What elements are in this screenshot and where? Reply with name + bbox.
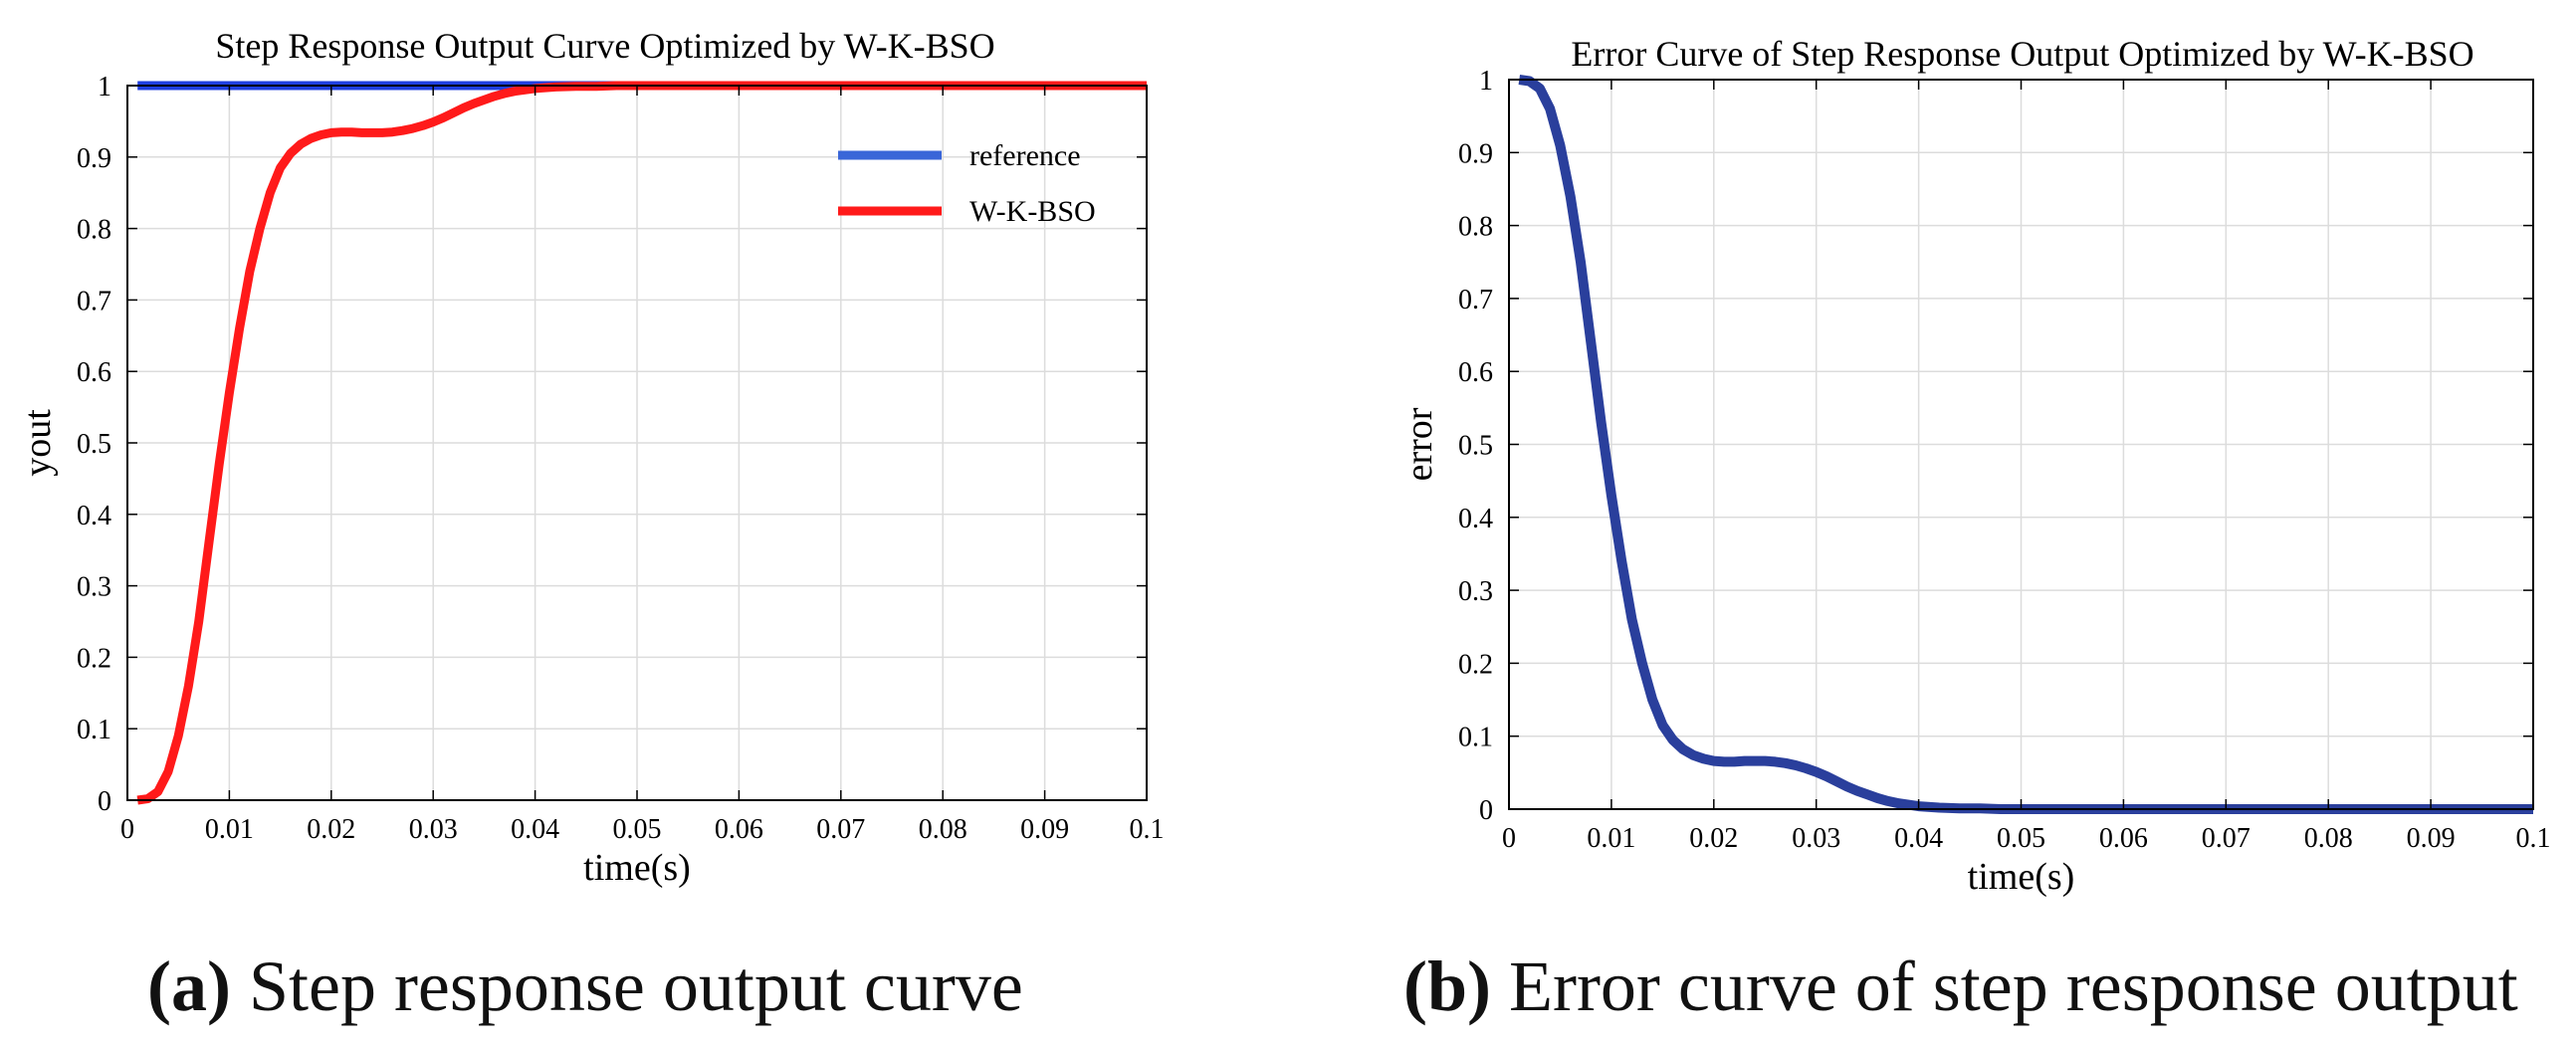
- chart-b-x-tick-label: 0.07: [2202, 823, 2251, 854]
- chart-a-y-tick-label: 0.5: [77, 429, 111, 460]
- chart-a-x-tick-label: 0.01: [205, 814, 254, 845]
- chart-b-y-tick-label: 0.2: [1458, 649, 1493, 680]
- caption-a: (a) Step response output curve: [147, 945, 1023, 1028]
- chart-a: 0 0.01 0.02 0.03 0.04 0.05 0.06 0.07 0.08 0.09 0.1…: [17, 26, 1165, 889]
- chart-b-x-tick-label: 0: [1502, 823, 1516, 854]
- chart-b-x-tick-label: 0.05: [1997, 823, 2045, 854]
- chart-b-y-tick-label: 0.8: [1458, 212, 1493, 243]
- legend-label-w-k-bso: W-K-BSO: [969, 195, 1096, 228]
- chart-a-y-tick-label: 0.6: [77, 357, 111, 388]
- chart-b-title: Error Curve of Step Response Output Opti…: [1571, 34, 2473, 74]
- chart-b-x-tick-label: 0.03: [1792, 823, 1840, 854]
- chart-a-x-tick-label: 0.06: [715, 814, 763, 845]
- chart-a-x-tick-label: 0.03: [409, 814, 458, 845]
- chart-a-x-tick-label: 0: [120, 814, 134, 845]
- caption-a-label: (a): [147, 946, 231, 1026]
- chart-b-y-tick-label: 0.1: [1458, 723, 1493, 753]
- chart-b-y-tick-label: 1: [1479, 66, 1493, 97]
- chart-b-y-tick-label: 0.6: [1458, 357, 1493, 388]
- legend-label-reference: reference: [969, 139, 1081, 172]
- chart-a-y-tick-label: 0: [98, 786, 111, 817]
- chart-b-y-tick-label: 0.7: [1458, 285, 1493, 315]
- chart-b-y-tick-label: 0.4: [1458, 504, 1493, 534]
- chart-a-y-axis-label: yout: [17, 409, 59, 477]
- chart-a-x-tick-label: 0.07: [816, 814, 865, 845]
- chart-a-y-tick-label: 0.8: [77, 215, 111, 246]
- chart-b-x-tick-label: 0.08: [2304, 823, 2353, 854]
- chart-a-y-tick-label: 0.1: [77, 715, 111, 745]
- chart-a-x-tick-label: 0.08: [919, 814, 967, 845]
- chart-b-x-axis-label: time(s): [1968, 856, 2075, 898]
- chart-b-y-tick-label: 0.9: [1458, 138, 1493, 169]
- chart-b: 0 0.01 0.02 0.03 0.04 0.05 0.06 0.07 0.08 0.09 0.1…: [1398, 34, 2551, 898]
- chart-a-title: Step Response Output Curve Optimized by …: [215, 26, 994, 66]
- chart-a-legend: reference W-K-BSO: [838, 139, 1096, 228]
- chart-b-x-tick-label: 0.02: [1689, 823, 1738, 854]
- chart-b-x-tick-label: 0.01: [1587, 823, 1635, 854]
- caption-a-text: Step response output curve: [248, 946, 1023, 1026]
- chart-b-y-tick-label: 0: [1479, 795, 1493, 826]
- chart-b-x-tick-label: 0.09: [2407, 823, 2456, 854]
- chart-b-x-tick-label: 0.04: [1894, 823, 1943, 854]
- chart-b-y-tick-label: 0.3: [1458, 576, 1493, 607]
- chart-a-y-tick-label: 0.2: [77, 643, 111, 674]
- caption-b-text: Error curve of step response output: [1509, 946, 2518, 1026]
- chart-b-y-axis-label: error: [1398, 407, 1440, 481]
- chart-b-y-tick-label: 0.5: [1458, 431, 1493, 462]
- chart-a-y-tick-label: 0.3: [77, 572, 111, 603]
- chart-a-y-tick-label: 0.9: [77, 143, 111, 174]
- chart-b-x-tick-label: 0.06: [2099, 823, 2148, 854]
- caption-b-label: (b): [1403, 946, 1491, 1026]
- chart-a-x-tick-label: 0.04: [511, 814, 559, 845]
- chart-a-x-tick-label: 0.09: [1020, 814, 1069, 845]
- chart-b-x-tick-label: 0.1: [2516, 823, 2551, 854]
- chart-a-x-axis-label: time(s): [583, 847, 691, 889]
- caption-b: (b) Error curve of step response output: [1403, 945, 2518, 1028]
- chart-a-x-tick-label: 0.1: [1130, 814, 1165, 845]
- chart-a-y-tick-label: 1: [98, 72, 111, 103]
- chart-a-x-tick-label: 0.02: [307, 814, 355, 845]
- chart-a-y-tick-label: 0.7: [77, 286, 111, 316]
- chart-a-y-tick-label: 0.4: [77, 501, 111, 531]
- chart-a-x-tick-label: 0.05: [613, 814, 662, 845]
